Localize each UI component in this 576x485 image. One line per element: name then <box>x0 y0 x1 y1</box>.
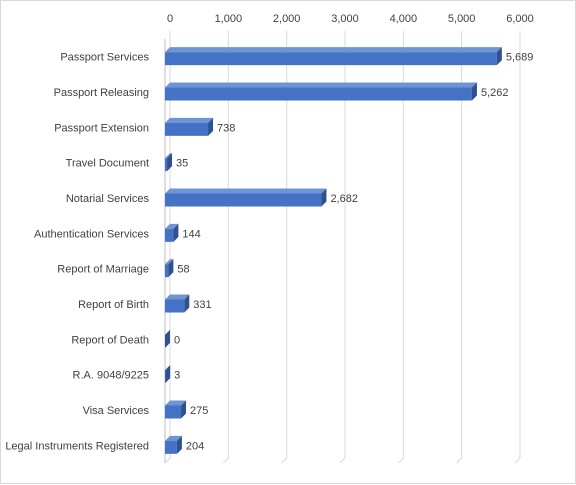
x-tick-label: 6,000 <box>506 13 534 25</box>
data-label: 738 <box>217 122 235 134</box>
x-tick-label: 2,000 <box>273 13 301 25</box>
category-label: Visa Services <box>83 405 150 417</box>
x-tick-label: 3,000 <box>331 13 359 25</box>
x-tick-label: 1,000 <box>215 13 243 25</box>
data-label: 144 <box>182 228 200 240</box>
bar <box>165 264 168 277</box>
bar-top-face <box>165 83 477 88</box>
category-label: Report of Death <box>71 334 149 346</box>
bar-top-face <box>165 189 326 194</box>
x-tick-label: 5,000 <box>448 13 476 25</box>
category-label: Travel Document <box>66 158 149 170</box>
data-label: 3 <box>174 370 180 382</box>
category-label: Passport Services <box>60 52 149 64</box>
data-label: 2,682 <box>330 193 358 205</box>
data-label: 275 <box>190 405 208 417</box>
category-label: Report of Marriage <box>57 264 149 276</box>
category-label: Passport Extension <box>54 122 149 134</box>
category-label: Legal Instruments Registered <box>5 440 149 452</box>
bar-top-face <box>165 47 502 52</box>
gridline-foot <box>340 458 345 463</box>
bar-top-face <box>165 118 213 123</box>
category-label: Authentication Services <box>34 228 149 240</box>
data-label: 0 <box>174 334 180 346</box>
bar <box>165 229 173 242</box>
category-label: Report of Birth <box>78 299 149 311</box>
data-label: 204 <box>186 440 204 452</box>
category-label: Passport Releasing <box>54 87 149 99</box>
gridline-foot <box>398 458 403 463</box>
category-label: R.A. 9048/9225 <box>73 370 149 382</box>
category-label: Notarial Services <box>66 193 150 205</box>
data-label: 58 <box>177 264 189 276</box>
bar <box>165 406 181 419</box>
bar <box>165 52 497 65</box>
data-label: 5,689 <box>506 52 534 64</box>
gridline-foot <box>515 458 520 463</box>
x-tick-label: 0 <box>167 13 173 25</box>
data-label: 331 <box>193 299 211 311</box>
bar <box>165 300 184 313</box>
gridline-foot <box>282 458 287 463</box>
bar-end-face <box>165 330 170 348</box>
data-label: 5,262 <box>481 87 509 99</box>
gridline-foot <box>223 458 228 463</box>
data-label: 35 <box>176 158 188 170</box>
bar <box>165 88 472 101</box>
bar-end-face <box>165 365 170 383</box>
bar <box>165 158 167 171</box>
bar <box>165 123 208 136</box>
gridline-foot <box>165 458 170 463</box>
x-tick-label: 4,000 <box>390 13 418 25</box>
bar <box>165 441 177 454</box>
bar <box>165 194 321 207</box>
gridline-foot <box>457 458 462 463</box>
